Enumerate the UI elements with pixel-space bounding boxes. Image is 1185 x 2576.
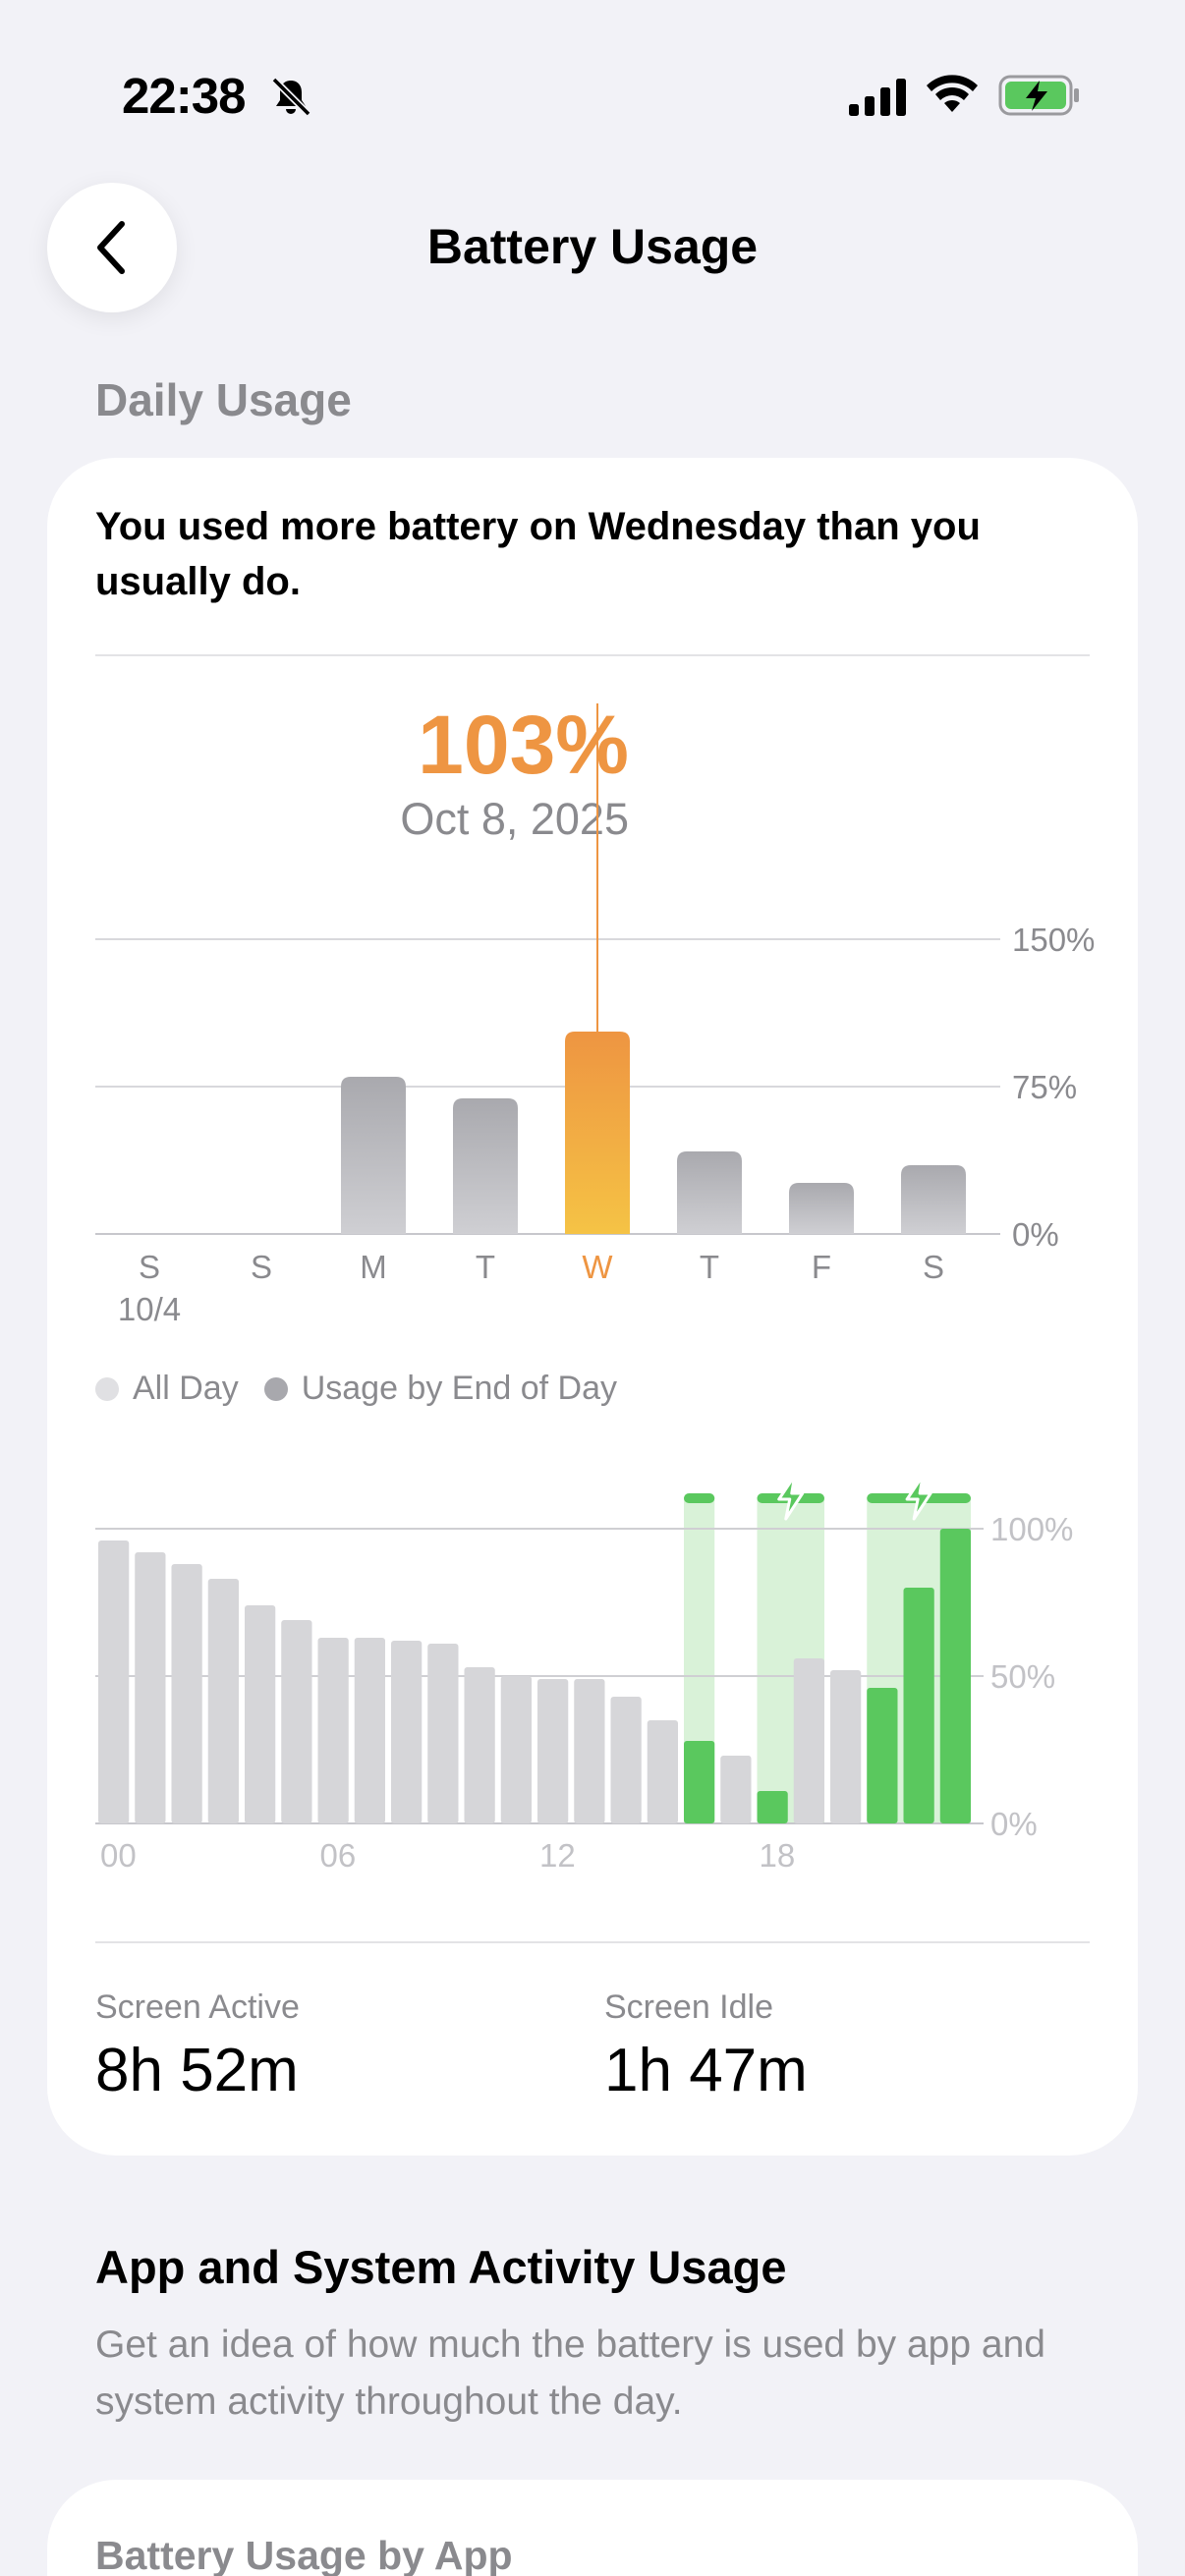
screen-active-label: Screen Active — [95, 1988, 300, 2026]
battery-usage-by-app-title: Battery Usage by App — [95, 2533, 513, 2576]
daily-usage-section-label: Daily Usage — [95, 374, 352, 425]
cellular-signal-icon — [849, 79, 906, 116]
day-bar — [565, 1032, 630, 1234]
x-tick-sublabel: 10/4 — [118, 1291, 181, 1327]
day-bar — [789, 1183, 854, 1234]
hour-bar — [500, 1676, 532, 1823]
hour-bar — [135, 1552, 166, 1823]
app-activity-heading: App and System Activity Usage — [95, 2241, 787, 2293]
y-tick-label: 150% — [1012, 922, 1095, 958]
selected-day-date: Oct 8, 2025 — [400, 794, 629, 844]
hour-bar — [207, 1579, 239, 1823]
screen-idle-label: Screen Idle — [604, 1988, 773, 2026]
wifi-icon — [927, 75, 978, 112]
legend-dot — [263, 1376, 288, 1401]
day-bar — [901, 1165, 966, 1234]
hour-bar — [830, 1670, 862, 1823]
hour-bar — [354, 1638, 385, 1823]
charging-bolt-icon — [905, 1474, 932, 1521]
charging-band-cap — [684, 1493, 715, 1503]
y-tick-label: 0% — [990, 1806, 1038, 1842]
x-tick-label: 00 — [100, 1837, 137, 1874]
legend-end-of-day: Usage by End of Day — [263, 1370, 617, 1408]
y-tick-label: 100% — [990, 1511, 1073, 1547]
hour-bar — [574, 1679, 605, 1823]
bell-slash-icon — [271, 77, 311, 117]
app-activity-description: Get an idea of how much the battery is u… — [95, 2324, 1045, 2423]
divider — [95, 1941, 1090, 1943]
hour-bar — [98, 1540, 130, 1823]
hour-bar — [720, 1756, 752, 1823]
hour-bar — [647, 1720, 678, 1823]
selected-day-value: 103% — [418, 699, 629, 791]
hour-bar — [464, 1667, 495, 1823]
x-tick-label: T — [476, 1249, 495, 1285]
charging-hour-bar — [903, 1588, 934, 1823]
day-bar — [341, 1077, 406, 1234]
page-title: Battery Usage — [426, 219, 759, 274]
day-bar — [677, 1151, 742, 1234]
charging-hour-bar — [867, 1688, 898, 1823]
charging-bolt-icon — [777, 1474, 805, 1521]
hour-bar — [610, 1697, 642, 1823]
x-tick-label: S — [139, 1249, 160, 1285]
legend-all-day: All Day — [95, 1370, 239, 1408]
hour-bar — [427, 1644, 459, 1823]
hour-bar — [281, 1620, 312, 1823]
chart-legend: All Day Usage by End of Day — [95, 1370, 643, 1408]
hour-bar — [171, 1564, 202, 1823]
x-tick-label: M — [360, 1249, 387, 1285]
hour-bar — [537, 1679, 569, 1823]
charging-hour-bar — [939, 1529, 971, 1823]
hour-bar — [793, 1658, 824, 1823]
x-tick-label: S — [923, 1249, 944, 1285]
x-tick-label: 06 — [320, 1837, 357, 1874]
x-tick-label: 18 — [760, 1837, 796, 1874]
y-tick-label: 75% — [1012, 1069, 1077, 1105]
hour-bar — [391, 1641, 423, 1823]
legend-label: All Day — [133, 1370, 239, 1407]
charging-hour-bar — [684, 1741, 715, 1823]
day-bar — [453, 1098, 518, 1234]
x-tick-label: S — [251, 1249, 272, 1285]
x-tick-label: F — [812, 1249, 831, 1285]
status-bar: 22:38 — [0, 0, 1185, 196]
daily-usage-card: You used more battery on Wednesday than … — [47, 458, 1138, 2156]
battery-usage-by-app-card[interactable]: Battery Usage by App — [47, 2480, 1138, 2576]
x-tick-label: W — [582, 1249, 613, 1285]
hour-bar — [245, 1605, 276, 1823]
charging-hour-bar — [757, 1791, 788, 1823]
divider — [95, 654, 1090, 656]
usage-insight-text: You used more battery on Wednesday than … — [95, 505, 981, 603]
battery-charging-icon — [998, 75, 1079, 116]
x-tick-label: T — [700, 1249, 719, 1285]
status-time: 22:38 — [122, 68, 246, 124]
daily-usage-chart[interactable]: 0% 75% 150% S 10/4 S M T W T F S — [47, 458, 1138, 1362]
hourly-battery-level-chart[interactable]: 0% 50% 100% 00 06 12 18 — [47, 458, 1138, 1912]
y-tick-label: 50% — [990, 1658, 1055, 1695]
screen-idle-value: 1h 47m — [604, 2037, 808, 2104]
hour-bar — [317, 1638, 349, 1823]
x-tick-label: 12 — [539, 1837, 576, 1874]
legend-label: Usage by End of Day — [301, 1370, 617, 1407]
back-button[interactable] — [47, 183, 177, 312]
chevron-left-icon — [97, 221, 125, 274]
screen-active-value: 8h 52m — [95, 2037, 299, 2104]
legend-dot — [95, 1376, 119, 1401]
y-tick-label: 0% — [1012, 1216, 1059, 1253]
